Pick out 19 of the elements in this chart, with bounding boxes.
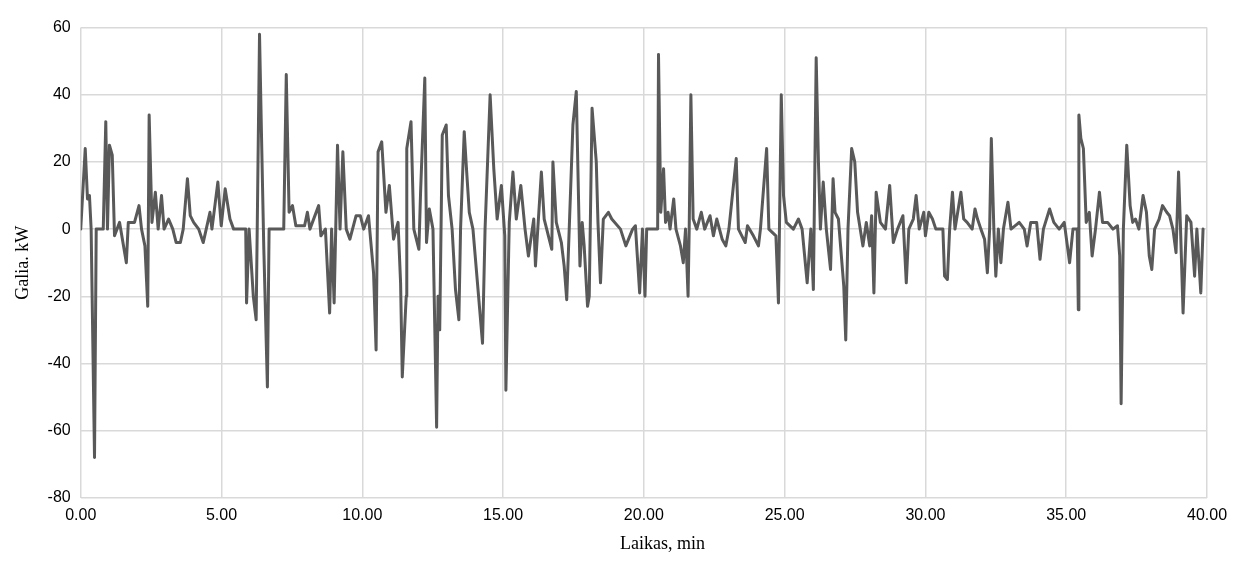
x-tick-label: 30.00 xyxy=(905,505,946,523)
y-tick-label: 20 xyxy=(52,152,71,170)
y-tick-label: -60 xyxy=(47,421,71,439)
y-tick-label: 0 xyxy=(61,219,71,237)
y-tick-label: -20 xyxy=(47,286,71,304)
x-tick-label: 20.00 xyxy=(623,505,664,523)
x-tick-label: 5.00 xyxy=(205,505,238,523)
x-axis-title: Laikas, min xyxy=(619,533,706,554)
x-tick-label: 0.00 xyxy=(65,505,97,523)
x-tick-label: 15.00 xyxy=(483,505,524,523)
y-tick-label: -80 xyxy=(47,488,71,506)
y-tick-label: 40 xyxy=(52,85,71,103)
y-tick-label: 60 xyxy=(52,18,71,36)
y-axis-title: Galia. kW xyxy=(11,225,32,300)
x-tick-label: 40.00 xyxy=(1186,505,1228,523)
x-tick-label: 35.00 xyxy=(1046,505,1087,523)
y-tick-label: -40 xyxy=(47,353,71,371)
x-tick-label: 25.00 xyxy=(764,505,805,523)
x-tick-label: 10.00 xyxy=(342,505,383,523)
